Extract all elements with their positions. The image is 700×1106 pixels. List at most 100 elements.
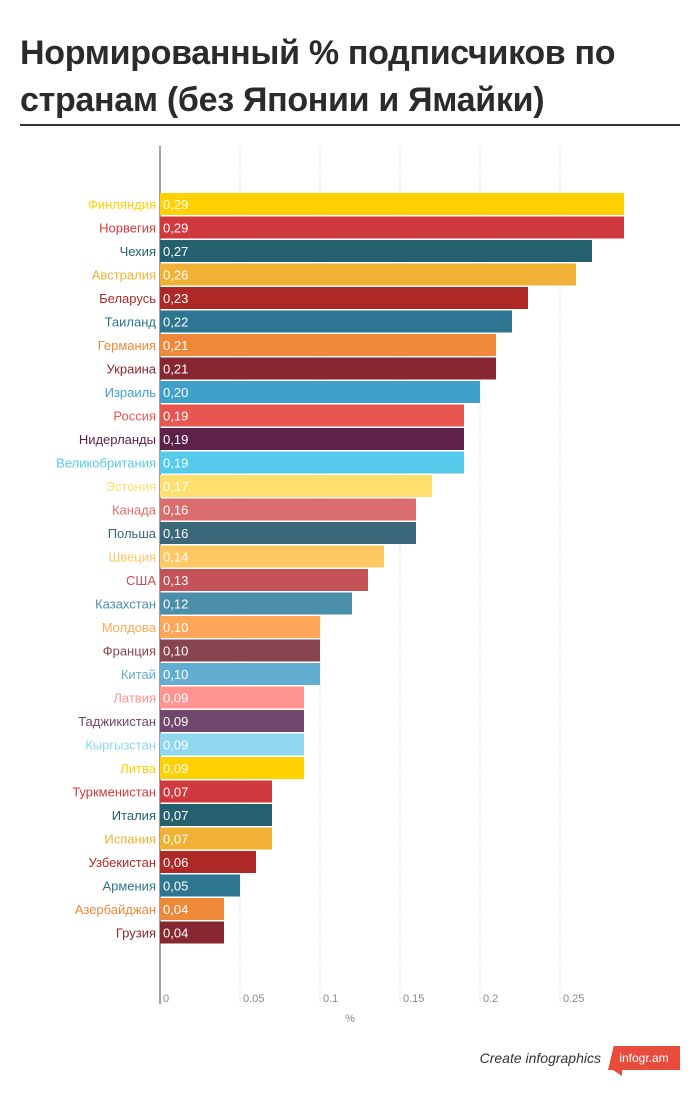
- category-label: Кыргызстан: [85, 738, 156, 753]
- value-label: 0,20: [163, 385, 188, 400]
- bar[interactable]: [160, 475, 432, 497]
- value-label: 0,16: [163, 526, 188, 541]
- bar[interactable]: [160, 780, 272, 803]
- bar[interactable]: [160, 334, 496, 356]
- bar[interactable]: [160, 240, 592, 262]
- title-divider: [20, 124, 680, 126]
- bar[interactable]: [160, 498, 416, 521]
- bar[interactable]: [160, 263, 576, 286]
- value-label: 0,21: [163, 338, 188, 353]
- category-label: Беларусь: [99, 291, 156, 306]
- category-label: США: [126, 573, 156, 588]
- bar[interactable]: [160, 921, 224, 944]
- bar[interactable]: [160, 193, 624, 215]
- category-label: Таджикистан: [78, 714, 156, 729]
- value-label: 0,07: [163, 785, 188, 800]
- bar[interactable]: [160, 545, 384, 568]
- x-tick-label: 0.25: [563, 993, 584, 1005]
- value-label: 0,23: [163, 291, 188, 306]
- value-label: 0,26: [163, 268, 188, 283]
- category-label: Великобритания: [56, 456, 156, 471]
- bar[interactable]: [160, 874, 240, 897]
- bar[interactable]: [160, 710, 304, 732]
- category-label: Украина: [107, 362, 157, 377]
- value-label: 0,04: [163, 902, 188, 917]
- value-label: 0,10: [163, 620, 188, 635]
- value-label: 0,07: [163, 832, 188, 847]
- bar[interactable]: [160, 898, 224, 920]
- category-label: Эстония: [106, 479, 156, 494]
- bar[interactable]: [160, 451, 464, 474]
- value-label: 0,19: [163, 456, 188, 471]
- category-label: Израиль: [105, 385, 157, 400]
- value-label: 0,06: [163, 855, 188, 870]
- infogram-logo-tail: [610, 1068, 622, 1076]
- x-tick-label: 0.1: [323, 993, 338, 1005]
- value-label: 0,19: [163, 432, 188, 447]
- bar[interactable]: [160, 663, 320, 685]
- value-label: 0,14: [163, 550, 188, 565]
- category-label: Латвия: [113, 691, 156, 706]
- bar[interactable]: [160, 757, 304, 779]
- infogram-logo[interactable]: infogr.am: [608, 1046, 680, 1070]
- chart-title: Нормированный % подписчиков по странам (…: [20, 34, 616, 119]
- bar[interactable]: [160, 569, 368, 591]
- bar[interactable]: [160, 804, 272, 826]
- category-label: Узбекистан: [88, 855, 156, 870]
- footer-create-infographics-link[interactable]: Create infographics: [479, 1050, 601, 1066]
- value-label: 0,09: [163, 761, 188, 776]
- category-label: Нидерланды: [79, 432, 156, 447]
- bar[interactable]: [160, 592, 352, 615]
- bar[interactable]: [160, 357, 496, 380]
- category-label: Китай: [121, 667, 156, 682]
- value-label: 0,05: [163, 879, 188, 894]
- value-label: 0,09: [163, 714, 188, 729]
- category-label: Молдова: [102, 620, 157, 635]
- bar[interactable]: [160, 616, 320, 638]
- bar[interactable]: [160, 522, 416, 544]
- category-label: Италия: [112, 808, 156, 823]
- category-label: Норвегия: [99, 221, 156, 236]
- value-label: 0,04: [163, 926, 188, 941]
- value-label: 0,21: [163, 362, 188, 377]
- bar[interactable]: [160, 851, 256, 873]
- category-label: Россия: [113, 409, 156, 424]
- category-label: Грузия: [116, 926, 156, 941]
- category-label: Испания: [104, 832, 156, 847]
- bar[interactable]: [160, 428, 464, 450]
- value-label: 0,10: [163, 667, 188, 682]
- bar[interactable]: [160, 639, 320, 662]
- x-tick-label: 0.05: [243, 993, 264, 1005]
- value-label: 0,29: [163, 221, 188, 236]
- bar[interactable]: [160, 381, 480, 403]
- value-label: 0,10: [163, 644, 188, 659]
- bar[interactable]: [160, 287, 528, 309]
- value-label: 0,22: [163, 315, 188, 330]
- value-label: 0,09: [163, 691, 188, 706]
- category-label: Казахстан: [95, 597, 156, 612]
- value-label: 0,17: [163, 479, 188, 494]
- x-tick-label: 0.15: [403, 993, 424, 1005]
- bar[interactable]: [160, 216, 624, 239]
- bar[interactable]: [160, 827, 272, 850]
- category-label: Азербайджан: [75, 902, 156, 917]
- bar[interactable]: [160, 686, 304, 709]
- bar[interactable]: [160, 310, 512, 333]
- category-label: Чехия: [120, 244, 156, 259]
- x-tick-label: 0: [163, 993, 169, 1005]
- category-label: Канада: [112, 503, 157, 518]
- category-label: Австралия: [92, 268, 156, 283]
- x-tick-label: 0.2: [483, 993, 498, 1005]
- bar[interactable]: [160, 733, 304, 756]
- value-label: 0,29: [163, 197, 188, 212]
- value-label: 0,16: [163, 503, 188, 518]
- value-label: 0,09: [163, 738, 188, 753]
- bar-chart: Финляндия 0,29 Норвегия 0,29 Чехия 0,27 Австра…: [56, 146, 624, 1025]
- category-label: Польша: [108, 526, 157, 541]
- category-label: Швеция: [108, 550, 156, 565]
- value-label: 0,13: [163, 573, 188, 588]
- category-label: Литва: [120, 761, 157, 776]
- bar[interactable]: [160, 404, 464, 427]
- category-label: Таиланд: [105, 315, 157, 330]
- value-label: 0,07: [163, 808, 188, 823]
